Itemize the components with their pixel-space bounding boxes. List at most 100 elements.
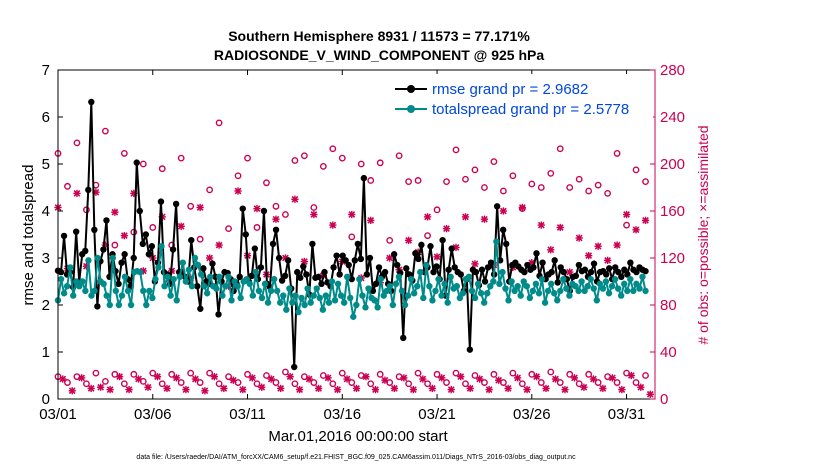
rmse-point-64 (248, 272, 256, 280)
obs-possible-point-high-5 (101, 127, 109, 135)
obs-assimilated-point-high-59 (613, 241, 621, 249)
y2-tick-label-1: 40 (660, 344, 677, 361)
obs-assimilated-point-low-25 (296, 385, 304, 394)
obs-assimilated-point-low-4 (97, 383, 105, 391)
rmse-point-26 (133, 159, 140, 166)
obs-possible-point-high-21 (253, 224, 261, 231)
obs-possible-point-high-1 (64, 182, 71, 190)
rmse-point-142 (484, 264, 492, 271)
obs-assimilated-point-low-62 (646, 390, 654, 398)
spread-point-188 (627, 275, 634, 283)
rmse-point-189 (627, 259, 634, 266)
spread-point-29 (143, 301, 150, 309)
rmse-point-114 (400, 334, 407, 342)
spread-point-72 (273, 287, 281, 295)
obs-possible-point-low-11 (158, 380, 166, 388)
spread-point-135 (465, 273, 473, 280)
x-tick-label-4: 03/21 (418, 406, 456, 423)
obs-possible-point-high-25 (291, 157, 299, 164)
obs-possible-point-high-15 (196, 235, 204, 243)
obs-assimilated-point-high-60 (622, 210, 631, 219)
obs-possible-point-high-46 (490, 158, 498, 166)
spread-point-166 (560, 275, 567, 283)
spread-point-126 (438, 292, 445, 299)
obs-possible-point-low-29 (329, 380, 337, 388)
rmse-point-28 (139, 240, 146, 248)
obs-assimilated-point-low-35 (390, 384, 399, 393)
obs-assimilated-point-low-8 (134, 375, 143, 383)
obs-assimilated-point-high-17 (215, 241, 223, 249)
rmse-point-74 (278, 277, 286, 284)
spread-point-191 (636, 285, 643, 292)
rmse-point-76 (284, 257, 292, 264)
obs-assimilated-point-low-52 (551, 375, 560, 383)
obs-assimilated-point-low-18 (229, 376, 237, 384)
rmse-point-51 (209, 260, 216, 267)
y-tick-label-5: 5 (42, 156, 50, 173)
rmse-point-101 (360, 174, 368, 182)
obs-assimilated-point-low-47 (504, 384, 512, 393)
rmse-point-25 (130, 254, 137, 262)
y-tick-label-7: 7 (42, 62, 50, 79)
rmse-point-160 (539, 259, 546, 266)
obs-assimilated-point-low-50 (532, 373, 541, 381)
spread-point-5 (70, 292, 77, 299)
obs-assimilated-point-low-28 (324, 374, 332, 382)
spread-point-69 (264, 299, 272, 306)
obs-possible-point-low-43 (462, 380, 469, 388)
spread-point-4 (66, 264, 74, 271)
obs-possible-point-low-24 (282, 368, 289, 376)
spread-point-171 (575, 287, 582, 295)
obs-possible-point-low-56 (585, 370, 593, 378)
rmse-point-131 (451, 264, 458, 271)
y-tick-label-6: 6 (42, 109, 50, 126)
rmse-point-46 (194, 283, 201, 290)
spread-point-117 (410, 290, 418, 297)
x-tick-label-3: 03/16 (324, 406, 362, 423)
rmse-point-98 (351, 257, 358, 264)
rmse-point-127 (439, 236, 446, 244)
obs-possible-point-high-62 (642, 178, 649, 186)
spread-point-11 (88, 292, 95, 299)
spread-point-59 (234, 283, 241, 290)
rmse-point-154 (521, 268, 528, 276)
spread-point-190 (633, 280, 640, 288)
spread-point-107 (380, 292, 387, 299)
spread-point-37 (167, 292, 174, 299)
rmse-point-38 (169, 246, 177, 253)
spread-point-91 (331, 297, 339, 304)
obs-possible-point-low-1 (64, 379, 71, 386)
y2-tick-label-3: 120 (660, 250, 685, 267)
spread-point-148 (505, 297, 512, 304)
rmse-point-103 (366, 254, 374, 262)
rmse-point-165 (554, 279, 561, 286)
obs-possible-point-low-20 (244, 370, 251, 378)
rmse-point-92 (333, 252, 340, 259)
spread-point-139 (477, 290, 485, 297)
rmse-point-105 (372, 280, 380, 288)
obs-possible-point-high-35 (386, 236, 394, 244)
spread-point-167 (563, 285, 570, 292)
obs-possible-point-high-33 (367, 177, 375, 184)
obs-possible-point-high-39 (424, 232, 431, 240)
obs-assimilated-point-high-51 (537, 221, 545, 229)
obs-possible-point-high-45 (481, 184, 488, 191)
spread-point-129 (447, 273, 454, 280)
rmse-point-68 (260, 207, 268, 215)
obs-possible-point-low-51 (537, 379, 545, 386)
spread-point-62 (243, 275, 250, 283)
plot-area (58, 70, 655, 399)
rmse-point-171 (572, 272, 580, 280)
rmse-point-155 (524, 261, 531, 269)
obs-assimilated-point-low-2 (78, 374, 86, 382)
rmse-point-167 (560, 268, 567, 276)
obs-possible-point-low-4 (92, 369, 100, 377)
spread-point-192 (639, 273, 646, 280)
obs-assimilated-point-high-40 (433, 253, 441, 261)
spread-point-87 (319, 306, 327, 313)
spread-point-38 (170, 275, 177, 283)
obs-assimilated-point-high-57 (594, 242, 602, 250)
obs-assimilated-point-high-45 (480, 215, 489, 223)
chart-title-line2: RADIOSONDE_V_WIND_COMPONENT @ 925 hPa (214, 47, 544, 63)
obs-assimilated-point-low-11 (163, 384, 171, 393)
